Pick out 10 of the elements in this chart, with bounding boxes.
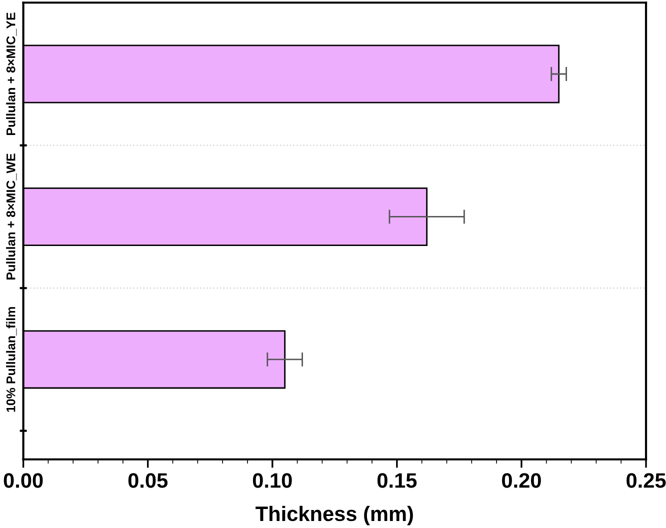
y-tick-label: Pullulan + 8×MIC_YE [6,12,17,135]
x-tick-label: 0.10 [252,473,292,488]
x-tick-label: 0.20 [502,473,541,488]
y-tick-label: Pullulan + 8×MIC_WE [6,154,17,280]
x-axis-title: Thickness (mm) [256,506,413,526]
y-tick-label: 10% Pullulan_film [6,307,17,412]
x-tick-label: 0.05 [128,473,168,488]
x-tick-label: 0.25 [626,473,666,488]
x-tick-label: 0.15 [377,473,417,488]
x-tick-label: 0.00 [4,473,43,488]
